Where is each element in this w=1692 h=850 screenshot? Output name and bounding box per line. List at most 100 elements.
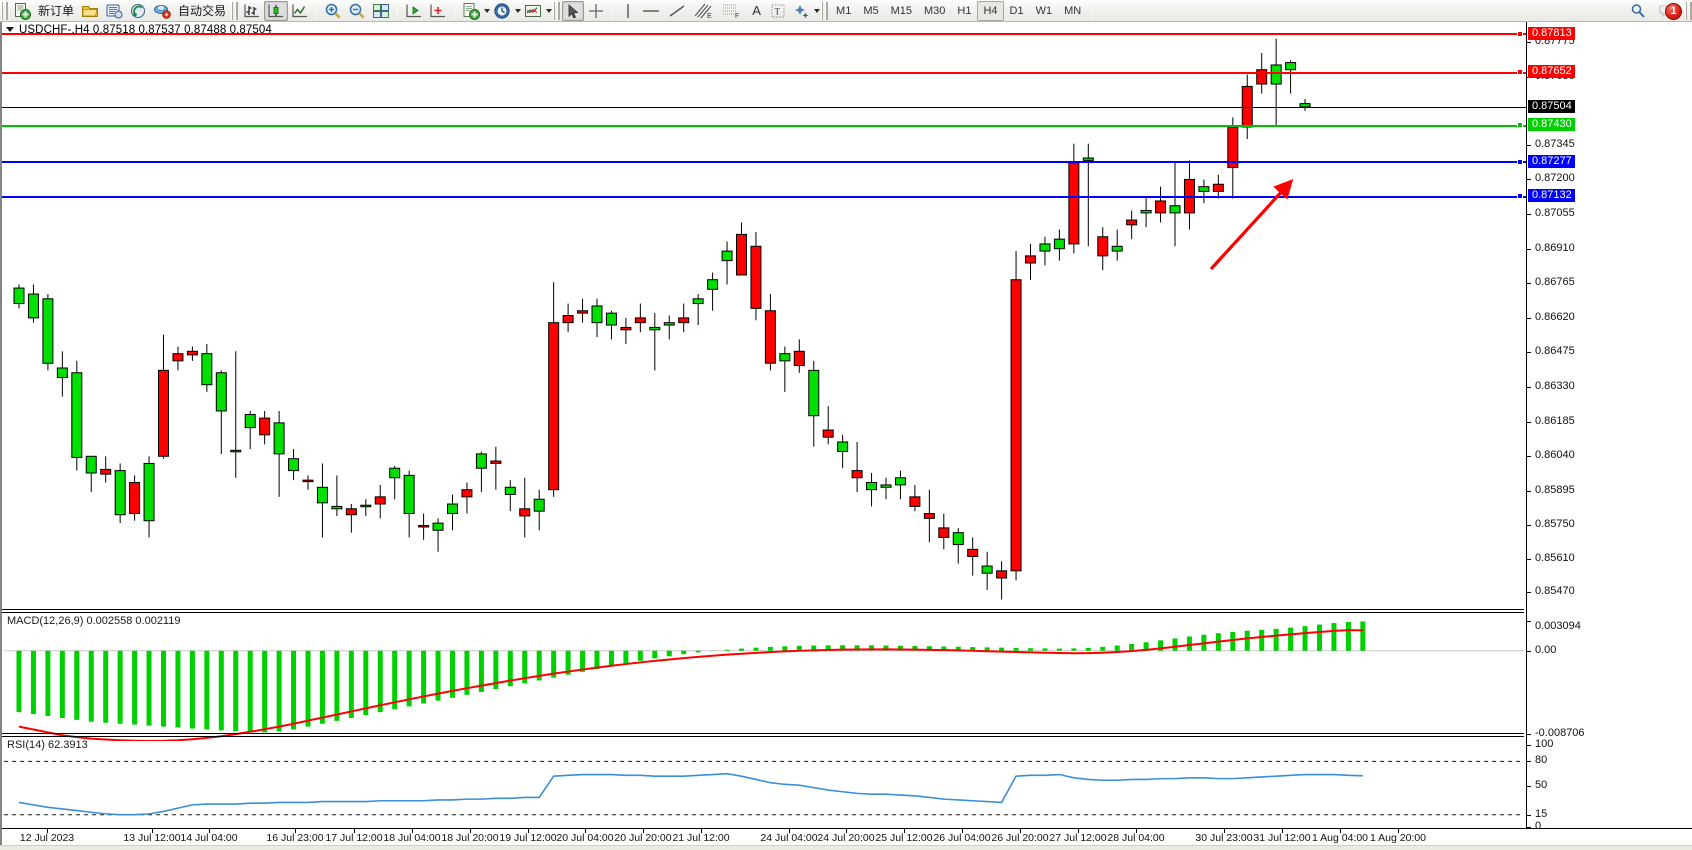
autotrading-label[interactable]: 自动交易 [178,4,227,18]
level-line-handle[interactable] [1517,122,1523,129]
macd-tick-mark [1527,650,1531,652]
toolbar-grip-4[interactable] [821,1,829,20]
tile-windows-icon[interactable] [369,1,393,21]
level-line-handle[interactable] [1517,30,1523,37]
level-price-tag[interactable]: 0.87430 [1528,118,1575,132]
news-window-icon[interactable] [102,1,126,21]
candle [736,222,747,276]
level-line-handle[interactable] [1517,69,1523,76]
level-line-handle[interactable] [1517,193,1523,200]
timeframe-button-h1[interactable]: H1 [957,4,972,17]
rsi-tick-mark [1527,761,1531,763]
timeframe-dropdown-caret[interactable] [515,8,522,13]
candle [27,284,39,323]
level-line[interactable] [2,195,1526,198]
new-order-label[interactable]: 新订单 [38,4,75,18]
text-label-icon[interactable]: A [752,3,761,18]
toolbar-separator-2 [397,2,399,19]
timeframe-button-h4[interactable]: H4 [977,0,1004,21]
chart-symbol-bar[interactable]: USDCHF-,H4 0.87518 0.87537 0.87488 0.875… [2,22,272,37]
timeframe-button-m30[interactable]: M30 [924,4,946,17]
price-pane[interactable] [2,22,1692,609]
timeframe-clock-icon[interactable] [490,1,514,21]
time-tick-label: 31 Jul 12:00 [1253,832,1311,844]
chart-menu-caret-icon[interactable] [6,27,14,32]
trendline-icon[interactable] [664,1,690,21]
price-plot-area[interactable] [4,22,1524,609]
toolbar-grip-1[interactable] [1,1,8,20]
level-price-tag[interactable]: 0.87132 [1528,189,1575,203]
level-line[interactable] [2,124,1526,127]
candle [42,294,54,371]
candle [403,470,415,538]
rsi-tick-label: 100 [1535,738,1554,750]
signals-icon[interactable] [126,1,150,21]
timeframe-button-m15[interactable]: M15 [890,4,912,17]
price-tick-mark [1527,525,1531,527]
new-chart-dropdown-caret[interactable] [484,8,491,13]
timeframe-button-w1[interactable]: W1 [1035,4,1053,17]
level-line[interactable] [2,71,1526,74]
price-tick-mark [1527,421,1531,423]
candle [85,455,97,493]
level-price-tag[interactable]: 0.87504 [1528,100,1575,114]
crosshair-icon[interactable] [584,1,608,21]
autotrading-icon[interactable] [150,1,174,21]
line-chart-icon[interactable] [288,1,312,21]
search-icon[interactable] [1626,1,1650,21]
level-price-tag[interactable]: 0.87652 [1528,65,1575,79]
timeframe-button-d1[interactable]: D1 [1009,4,1024,17]
zoom-out-icon[interactable] [345,1,369,21]
rsi-pane[interactable] [2,745,1692,827]
price-tick-label: 0.85750 [1535,518,1575,531]
level-line-handle[interactable] [1517,158,1523,165]
bar-chart-icon[interactable] [240,1,264,21]
level-line[interactable] [2,33,1526,36]
time-tick-mark [643,829,644,833]
notifications-button[interactable]: 1 [1650,1,1684,21]
level-line[interactable] [2,106,1526,108]
rsi-plot-area[interactable] [4,745,1524,827]
time-tick-mark [1136,829,1137,833]
fibonacci-retracement-icon[interactable]: F [718,1,746,21]
horizontal-line-icon[interactable] [638,1,664,21]
cursor-icon[interactable] [562,0,585,21]
timeframe-button-m1[interactable]: M1 [836,4,852,17]
chart-autoscroll-icon[interactable] [426,1,450,21]
time-axis[interactable]: 12 Jul 2023 13 Jul 12:00 14 Jul 04:00 16 Ju… [2,828,1692,850]
candle [186,346,198,361]
price-tick-label: 0.85895 [1535,483,1575,496]
new-chart-icon[interactable] [459,1,483,21]
level-price-tag[interactable]: 0.87277 [1528,154,1575,168]
equidistant-channel-icon[interactable]: E [690,1,718,21]
macd-pane[interactable] [2,621,1692,741]
indicators-icon[interactable] [521,1,545,21]
status-bar [0,845,1692,850]
macd-plot-area[interactable] [4,621,1524,741]
new-order-button[interactable] [10,1,34,21]
toolbar-grip-2[interactable] [231,1,239,20]
candle [837,434,849,469]
chart-window[interactable]: USDCHF-,H4 0.87518 0.87537 0.87488 0.875… [0,22,1692,850]
indicators-dropdown-caret[interactable] [546,8,553,13]
level-price-tag[interactable]: 0.87813 [1528,26,1575,40]
chart-shift-icon[interactable] [402,1,426,21]
candlestick-chart-icon[interactable] [264,0,289,21]
time-tick-label: 16 Jul 23:00 [266,832,324,844]
text-box-icon[interactable]: T [767,1,789,21]
time-tick-mark [1340,829,1341,833]
arrows-shapes-icon[interactable] [789,1,813,21]
macd-tick-label: 0.003094 [1535,620,1581,632]
timeframe-button-mn[interactable]: MN [1064,4,1082,17]
open-data-folder-icon[interactable] [78,1,102,21]
level-line[interactable] [2,161,1526,164]
zoom-in-icon[interactable] [321,1,345,21]
arrows-dropdown-caret[interactable] [814,8,821,13]
notification-badge[interactable]: 1 [1665,2,1682,20]
timeframe-button-m5[interactable]: M5 [863,4,879,17]
rsi-tick-label: 0 [1535,820,1542,832]
toolbar-grip-3[interactable] [553,1,561,20]
toolbar-grip-5[interactable] [1685,1,1692,20]
candle [866,472,878,507]
vertical-line-icon[interactable] [617,1,638,21]
